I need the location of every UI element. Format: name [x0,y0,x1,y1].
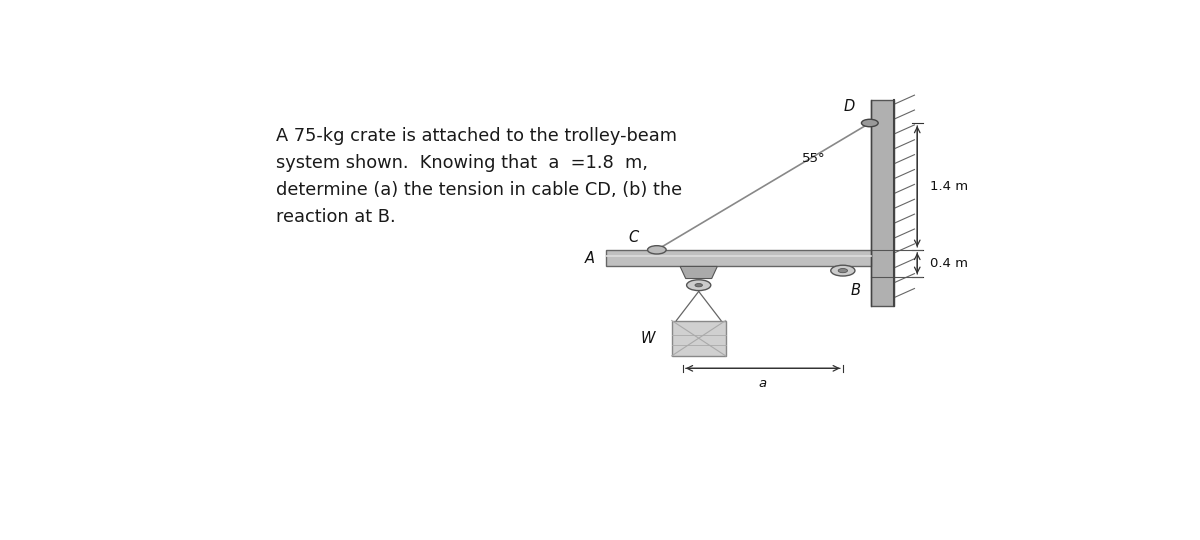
Circle shape [830,265,854,276]
Text: A 75-kg crate is attached to the trolley-beam: A 75-kg crate is attached to the trolley… [276,127,677,145]
Text: W: W [641,330,655,346]
Bar [871,100,894,306]
Text: reaction at B.: reaction at B. [276,208,395,226]
Text: determine (a) the tension in cable CD, (b) the: determine (a) the tension in cable CD, (… [276,181,682,199]
Circle shape [648,246,666,254]
Circle shape [862,119,878,127]
Text: 1.4 m: 1.4 m [930,180,968,193]
Text: D: D [844,99,854,114]
Bar [606,250,871,266]
Circle shape [686,280,710,291]
Polygon shape [680,266,718,279]
Text: C: C [628,230,638,245]
Text: a: a [758,377,767,390]
Text: A: A [584,251,594,266]
Circle shape [695,284,702,287]
Text: system shown.  Knowing that  a  =1.8  m,: system shown. Knowing that a =1.8 m, [276,154,648,172]
Text: 0.4 m: 0.4 m [930,257,968,270]
Text: 55°: 55° [803,152,826,165]
Circle shape [838,268,847,273]
Bar [672,321,726,356]
Text: B: B [851,283,860,298]
